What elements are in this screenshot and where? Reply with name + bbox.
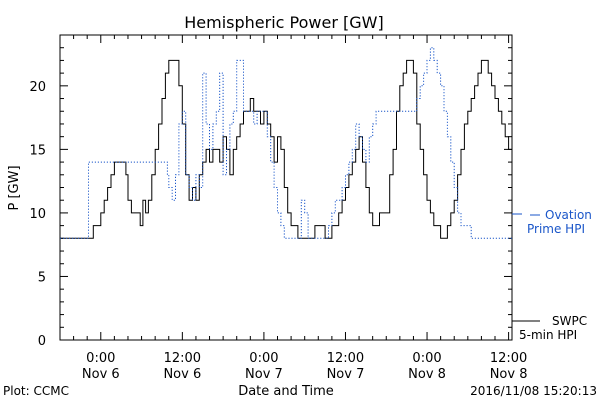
- series-line-ovation: [60, 47, 512, 239]
- y-axis-label: P [GW]: [7, 165, 22, 210]
- x-tick-date-label: Nov 8: [490, 367, 528, 382]
- y-tick-label: 0: [38, 334, 46, 349]
- legend-swpc-label-2: 5-min HPI: [519, 328, 577, 342]
- plot-credit: Plot: CCMC: [3, 384, 69, 398]
- y-tick-label: 10: [29, 207, 46, 222]
- legend-ovation-label-1: Ovation: [545, 208, 592, 222]
- x-tick-date-label: Nov 8: [408, 367, 446, 382]
- y-tick-label: 5: [38, 270, 46, 285]
- x-tick-time-label: 0:00: [412, 351, 441, 366]
- y-tick-label: 15: [29, 143, 46, 158]
- x-tick-time-label: 12:00: [327, 351, 364, 366]
- legend-swpc-label-1: SWPC: [552, 314, 587, 328]
- x-tick-date-label: Nov 7: [327, 367, 365, 382]
- series-layer: [60, 47, 513, 239]
- y-axis-ticks: 0 5 10 15 20: [29, 34, 512, 349]
- series-line-swpc: [60, 59, 513, 239]
- x-tick-date-label: Nov 7: [245, 367, 283, 382]
- legend-ovation: Ovation Prime HPI: [512, 208, 592, 236]
- x-tick-time-label: 0:00: [86, 351, 115, 366]
- legend-ovation-label-2: Prime HPI: [527, 222, 585, 236]
- chart-title: Hemispheric Power [GW]: [184, 13, 383, 32]
- x-axis-label: Date and Time: [238, 384, 334, 399]
- timestamp: 2016/11/08 15:20:13: [470, 384, 597, 398]
- x-tick-date-label: Nov 6: [163, 367, 201, 382]
- x-tick-time-label: 12:00: [164, 351, 201, 366]
- x-tick-date-label: Nov 6: [82, 367, 120, 382]
- x-tick-time-label: 12:00: [490, 351, 527, 366]
- y-tick-label: 20: [29, 80, 46, 95]
- x-tick-time-label: 0:00: [249, 351, 278, 366]
- legend-swpc: SWPC 5-min HPI: [512, 314, 587, 342]
